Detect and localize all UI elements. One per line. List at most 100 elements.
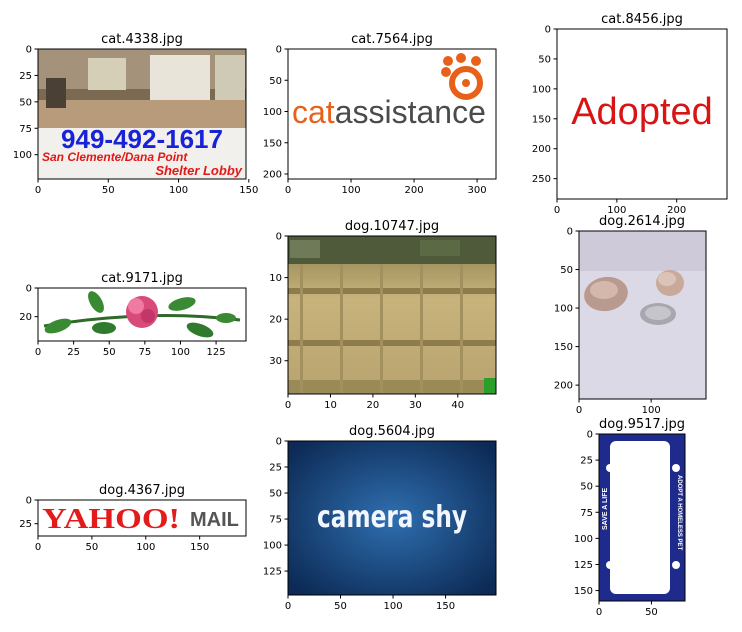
y-tick-label: 30	[269, 356, 282, 367]
x-tick-label: 0	[35, 185, 41, 196]
y-tick-label: 125	[263, 567, 282, 578]
panel-title: cat.7564.jpg	[351, 32, 433, 47]
axes-frame	[287, 235, 497, 395]
image-text-adopt: ADOPT A HOMELESS PET	[676, 475, 682, 551]
x-tick-label: 100	[384, 601, 403, 612]
axes-frame	[287, 48, 497, 180]
x-tick-label: 0	[285, 400, 291, 411]
image-text-save-a-life: SAVE A LIFE	[602, 488, 609, 530]
y-tick-label: 75	[269, 515, 282, 526]
panel-title: dog.2614.jpg	[599, 214, 685, 229]
y-tick-label: 20	[269, 315, 282, 326]
y-tick-label: 100	[263, 107, 282, 118]
y-tick-label: 50	[560, 265, 573, 276]
y-tick-label: 0	[567, 227, 573, 238]
x-tick-label: 30	[409, 400, 422, 411]
y-tick-label: 0	[276, 437, 282, 448]
image-rocks	[579, 231, 706, 399]
y-tick-label: 0	[26, 496, 32, 507]
y-axis: 0 25	[19, 496, 38, 530]
x-tick-label: 100	[169, 185, 188, 196]
x-axis: 0 100 200	[554, 199, 686, 216]
x-tick-label: 40	[451, 400, 464, 411]
y-tick-label: 200	[532, 144, 551, 155]
x-tick-label: 50	[86, 542, 99, 553]
y-tick-label: 200	[263, 170, 282, 181]
y-tick-label: 150	[263, 138, 282, 149]
x-tick-label: 75	[138, 347, 151, 358]
panel-dog-4367: dog.4367.jpg YAHOO! MAIL 0 50 100 150 0 25	[19, 483, 247, 553]
image-text-yahoo: YAHOO!	[42, 504, 180, 535]
x-tick-label: 0	[35, 347, 41, 358]
y-tick-label: 250	[532, 174, 551, 185]
x-tick-label: 150	[190, 542, 209, 553]
x-axis: 0 50 100 150	[285, 595, 455, 612]
y-tick-label: 50	[580, 482, 593, 493]
axes-frame	[556, 28, 728, 200]
y-tick-label: 75	[19, 124, 32, 135]
x-tick-label: 300	[468, 185, 487, 196]
y-tick-label: 25	[19, 71, 32, 82]
y-tick-label: 100	[554, 304, 573, 315]
y-tick-label: 125	[574, 560, 593, 571]
axes-frame	[287, 440, 497, 596]
x-tick-label: 25	[67, 347, 80, 358]
y-tick-label: 25	[269, 463, 282, 474]
paw-icon	[441, 53, 483, 100]
y-tick-label: 0	[276, 232, 282, 243]
panel-dog-5604: dog.5604.jpg camera shy 0 50 100 150 0 25 50 7…	[263, 424, 497, 612]
x-tick-label: 20	[367, 400, 380, 411]
axes-frame	[598, 433, 686, 602]
x-tick-label: 50	[103, 347, 116, 358]
panel-title: dog.4367.jpg	[99, 483, 185, 498]
y-axis: 0 25 50 75 100 125	[263, 437, 288, 578]
y-axis: 0 25 50 75 100 125 150	[574, 430, 599, 597]
y-axis: 0 50 100 150 200 250	[532, 25, 557, 185]
y-tick-label: 100	[532, 84, 551, 95]
x-tick-label: 100	[607, 205, 626, 216]
image-text-phone: 949-492-1617	[61, 124, 223, 154]
axes-frame	[578, 230, 707, 400]
y-tick-label: 200	[554, 381, 573, 392]
y-tick-label: 150	[574, 586, 593, 597]
x-tick-label: 0	[576, 405, 582, 416]
panel-cat-8456: cat.8456.jpg Adopted 0 100 200 0 50 100 150 20…	[532, 12, 728, 216]
y-tick-label: 10	[269, 273, 282, 284]
y-axis: 0 50 100 150 200	[554, 227, 579, 392]
x-tick-label: 0	[596, 607, 602, 618]
y-tick-label: 50	[269, 489, 282, 500]
image-fence	[288, 236, 496, 394]
x-tick-label: 125	[207, 347, 226, 358]
image-camera-shy: camera shy	[288, 441, 496, 595]
x-tick-label: 10	[324, 400, 337, 411]
image-adopted: Adopted	[557, 29, 727, 199]
y-tick-label: 75	[580, 508, 593, 519]
image-license-frame: SAVE A LIFE ADOPT A HOMELESS PET	[599, 434, 685, 601]
x-axis: 0 100	[576, 399, 661, 416]
x-tick-label: 50	[334, 601, 347, 612]
x-tick-label: 0	[554, 205, 560, 216]
panel-cat-7564: cat.7564.jpg catassistance 0 100 200 300 0 5…	[263, 32, 497, 196]
axes-frame	[37, 499, 247, 537]
x-axis: 0 50 100 150	[35, 179, 258, 196]
x-axis: 0 25 50 75 100 125	[35, 341, 226, 358]
y-tick-label: 150	[554, 342, 573, 353]
y-tick-label: 100	[263, 541, 282, 552]
y-tick-label: 0	[26, 45, 32, 56]
y-tick-label: 0	[26, 284, 32, 295]
x-tick-label: 50	[102, 185, 115, 196]
axes-frame	[37, 48, 247, 180]
y-tick-label: 0	[545, 25, 551, 36]
panel-dog-9517: dog.9517.jpg SAVE A LIFE ADOPT A HOMELES…	[574, 417, 686, 618]
x-axis: 0 50	[596, 601, 658, 618]
y-tick-label: 50	[538, 54, 551, 65]
logo-yahoo-mail: YAHOO! MAIL	[38, 500, 246, 536]
panel-title: dog.10747.jpg	[345, 219, 439, 234]
panel-title: cat.8456.jpg	[601, 12, 683, 27]
panel-cat-4338: cat.4338.jpg 949-492-1617 San Clemente/D…	[13, 32, 258, 196]
x-tick-label: 0	[35, 542, 41, 553]
axes-frame	[37, 287, 247, 342]
y-tick-label: 25	[580, 456, 593, 467]
photo-shelter-lobby: 949-492-1617 San Clemente/Dana Point She…	[38, 49, 246, 179]
